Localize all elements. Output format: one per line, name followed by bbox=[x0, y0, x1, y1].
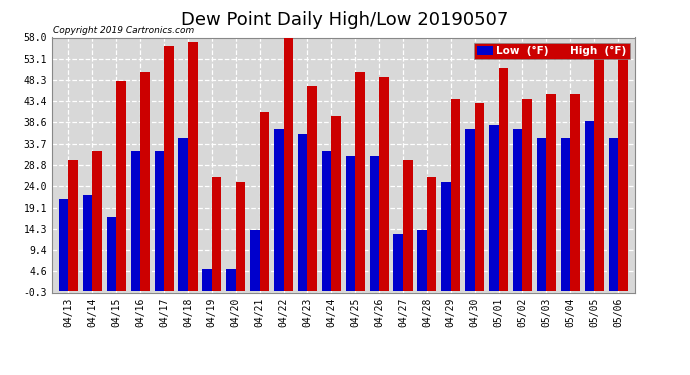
Bar bbox=[537, 138, 546, 291]
Bar bbox=[370, 156, 379, 291]
Bar bbox=[379, 77, 388, 291]
Bar bbox=[546, 94, 556, 291]
Text: Copyright 2019 Cartronics.com: Copyright 2019 Cartronics.com bbox=[53, 26, 194, 35]
Bar bbox=[202, 269, 212, 291]
Legend: Low  (°F), High  (°F): Low (°F), High (°F) bbox=[474, 43, 629, 59]
Bar bbox=[68, 160, 78, 291]
Bar bbox=[236, 182, 246, 291]
Bar bbox=[427, 177, 437, 291]
Bar bbox=[117, 81, 126, 291]
Bar bbox=[331, 116, 341, 291]
Bar bbox=[441, 182, 451, 291]
Bar bbox=[346, 156, 355, 291]
Bar bbox=[284, 38, 293, 291]
Bar bbox=[570, 94, 580, 291]
Bar bbox=[298, 134, 308, 291]
Bar bbox=[226, 269, 236, 291]
Bar bbox=[164, 46, 174, 291]
Bar bbox=[250, 230, 259, 291]
Bar bbox=[92, 151, 102, 291]
Bar bbox=[618, 46, 628, 291]
Bar bbox=[403, 160, 413, 291]
Bar bbox=[513, 129, 522, 291]
Bar bbox=[522, 99, 532, 291]
Bar bbox=[609, 138, 618, 291]
Bar bbox=[155, 151, 164, 291]
Bar bbox=[561, 138, 570, 291]
Bar bbox=[451, 99, 460, 291]
Bar bbox=[259, 112, 269, 291]
Bar bbox=[322, 151, 331, 291]
Bar bbox=[417, 230, 427, 291]
Bar bbox=[212, 177, 221, 291]
Bar bbox=[59, 200, 68, 291]
Bar bbox=[107, 217, 117, 291]
Bar bbox=[393, 234, 403, 291]
Bar bbox=[465, 129, 475, 291]
Bar bbox=[130, 151, 140, 291]
Bar bbox=[188, 42, 197, 291]
Bar bbox=[308, 86, 317, 291]
Bar bbox=[274, 129, 284, 291]
Bar bbox=[584, 121, 594, 291]
Bar bbox=[140, 72, 150, 291]
Text: Dew Point Daily High/Low 20190507: Dew Point Daily High/Low 20190507 bbox=[181, 11, 509, 29]
Bar bbox=[594, 55, 604, 291]
Bar bbox=[355, 72, 365, 291]
Bar bbox=[489, 125, 499, 291]
Bar bbox=[499, 68, 508, 291]
Bar bbox=[179, 138, 188, 291]
Bar bbox=[83, 195, 92, 291]
Bar bbox=[475, 103, 484, 291]
